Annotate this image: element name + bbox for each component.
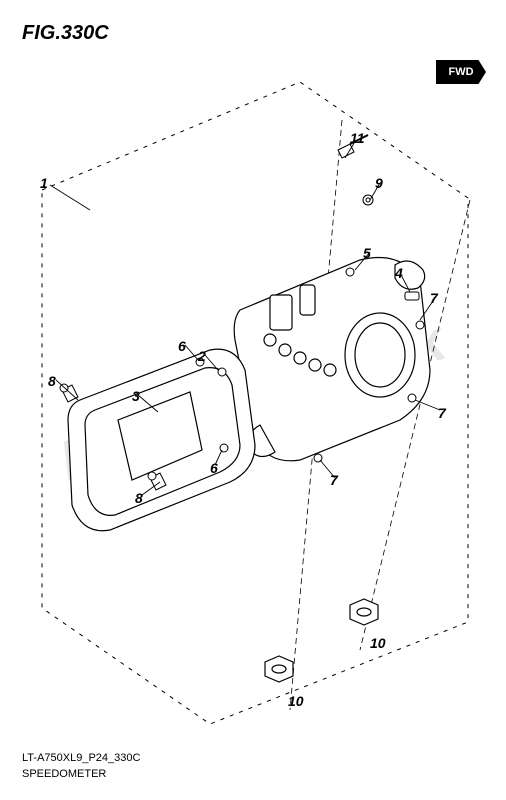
callout-6: 6 bbox=[210, 460, 218, 476]
callout-7: 7 bbox=[430, 290, 438, 306]
callout-10: 10 bbox=[370, 635, 386, 651]
callout-9: 9 bbox=[375, 175, 383, 191]
callout-7: 7 bbox=[330, 472, 338, 488]
callout-8: 8 bbox=[48, 373, 56, 389]
callout-6: 6 bbox=[178, 338, 186, 354]
callout-3: 3 bbox=[132, 388, 140, 404]
figure-title: FIG.330C bbox=[22, 22, 109, 45]
callout-2: 2 bbox=[198, 348, 206, 364]
callout-7: 7 bbox=[438, 405, 446, 421]
footer-line1: LT-A750XL9_P24_330C bbox=[22, 751, 140, 766]
callout-10: 10 bbox=[288, 693, 304, 709]
callout-5: 5 bbox=[363, 245, 371, 261]
fwd-badge: FWD bbox=[436, 60, 486, 84]
callout-4: 4 bbox=[395, 265, 403, 281]
footer-text: LT-A750XL9_P24_330C SPEEDOMETER bbox=[22, 751, 140, 782]
callout-1: 1 bbox=[40, 175, 48, 191]
callout-8: 8 bbox=[135, 490, 143, 506]
callout-11: 11 bbox=[350, 130, 365, 146]
footer-line2: SPEEDOMETER bbox=[22, 767, 140, 782]
exploded-diagram bbox=[0, 0, 506, 800]
